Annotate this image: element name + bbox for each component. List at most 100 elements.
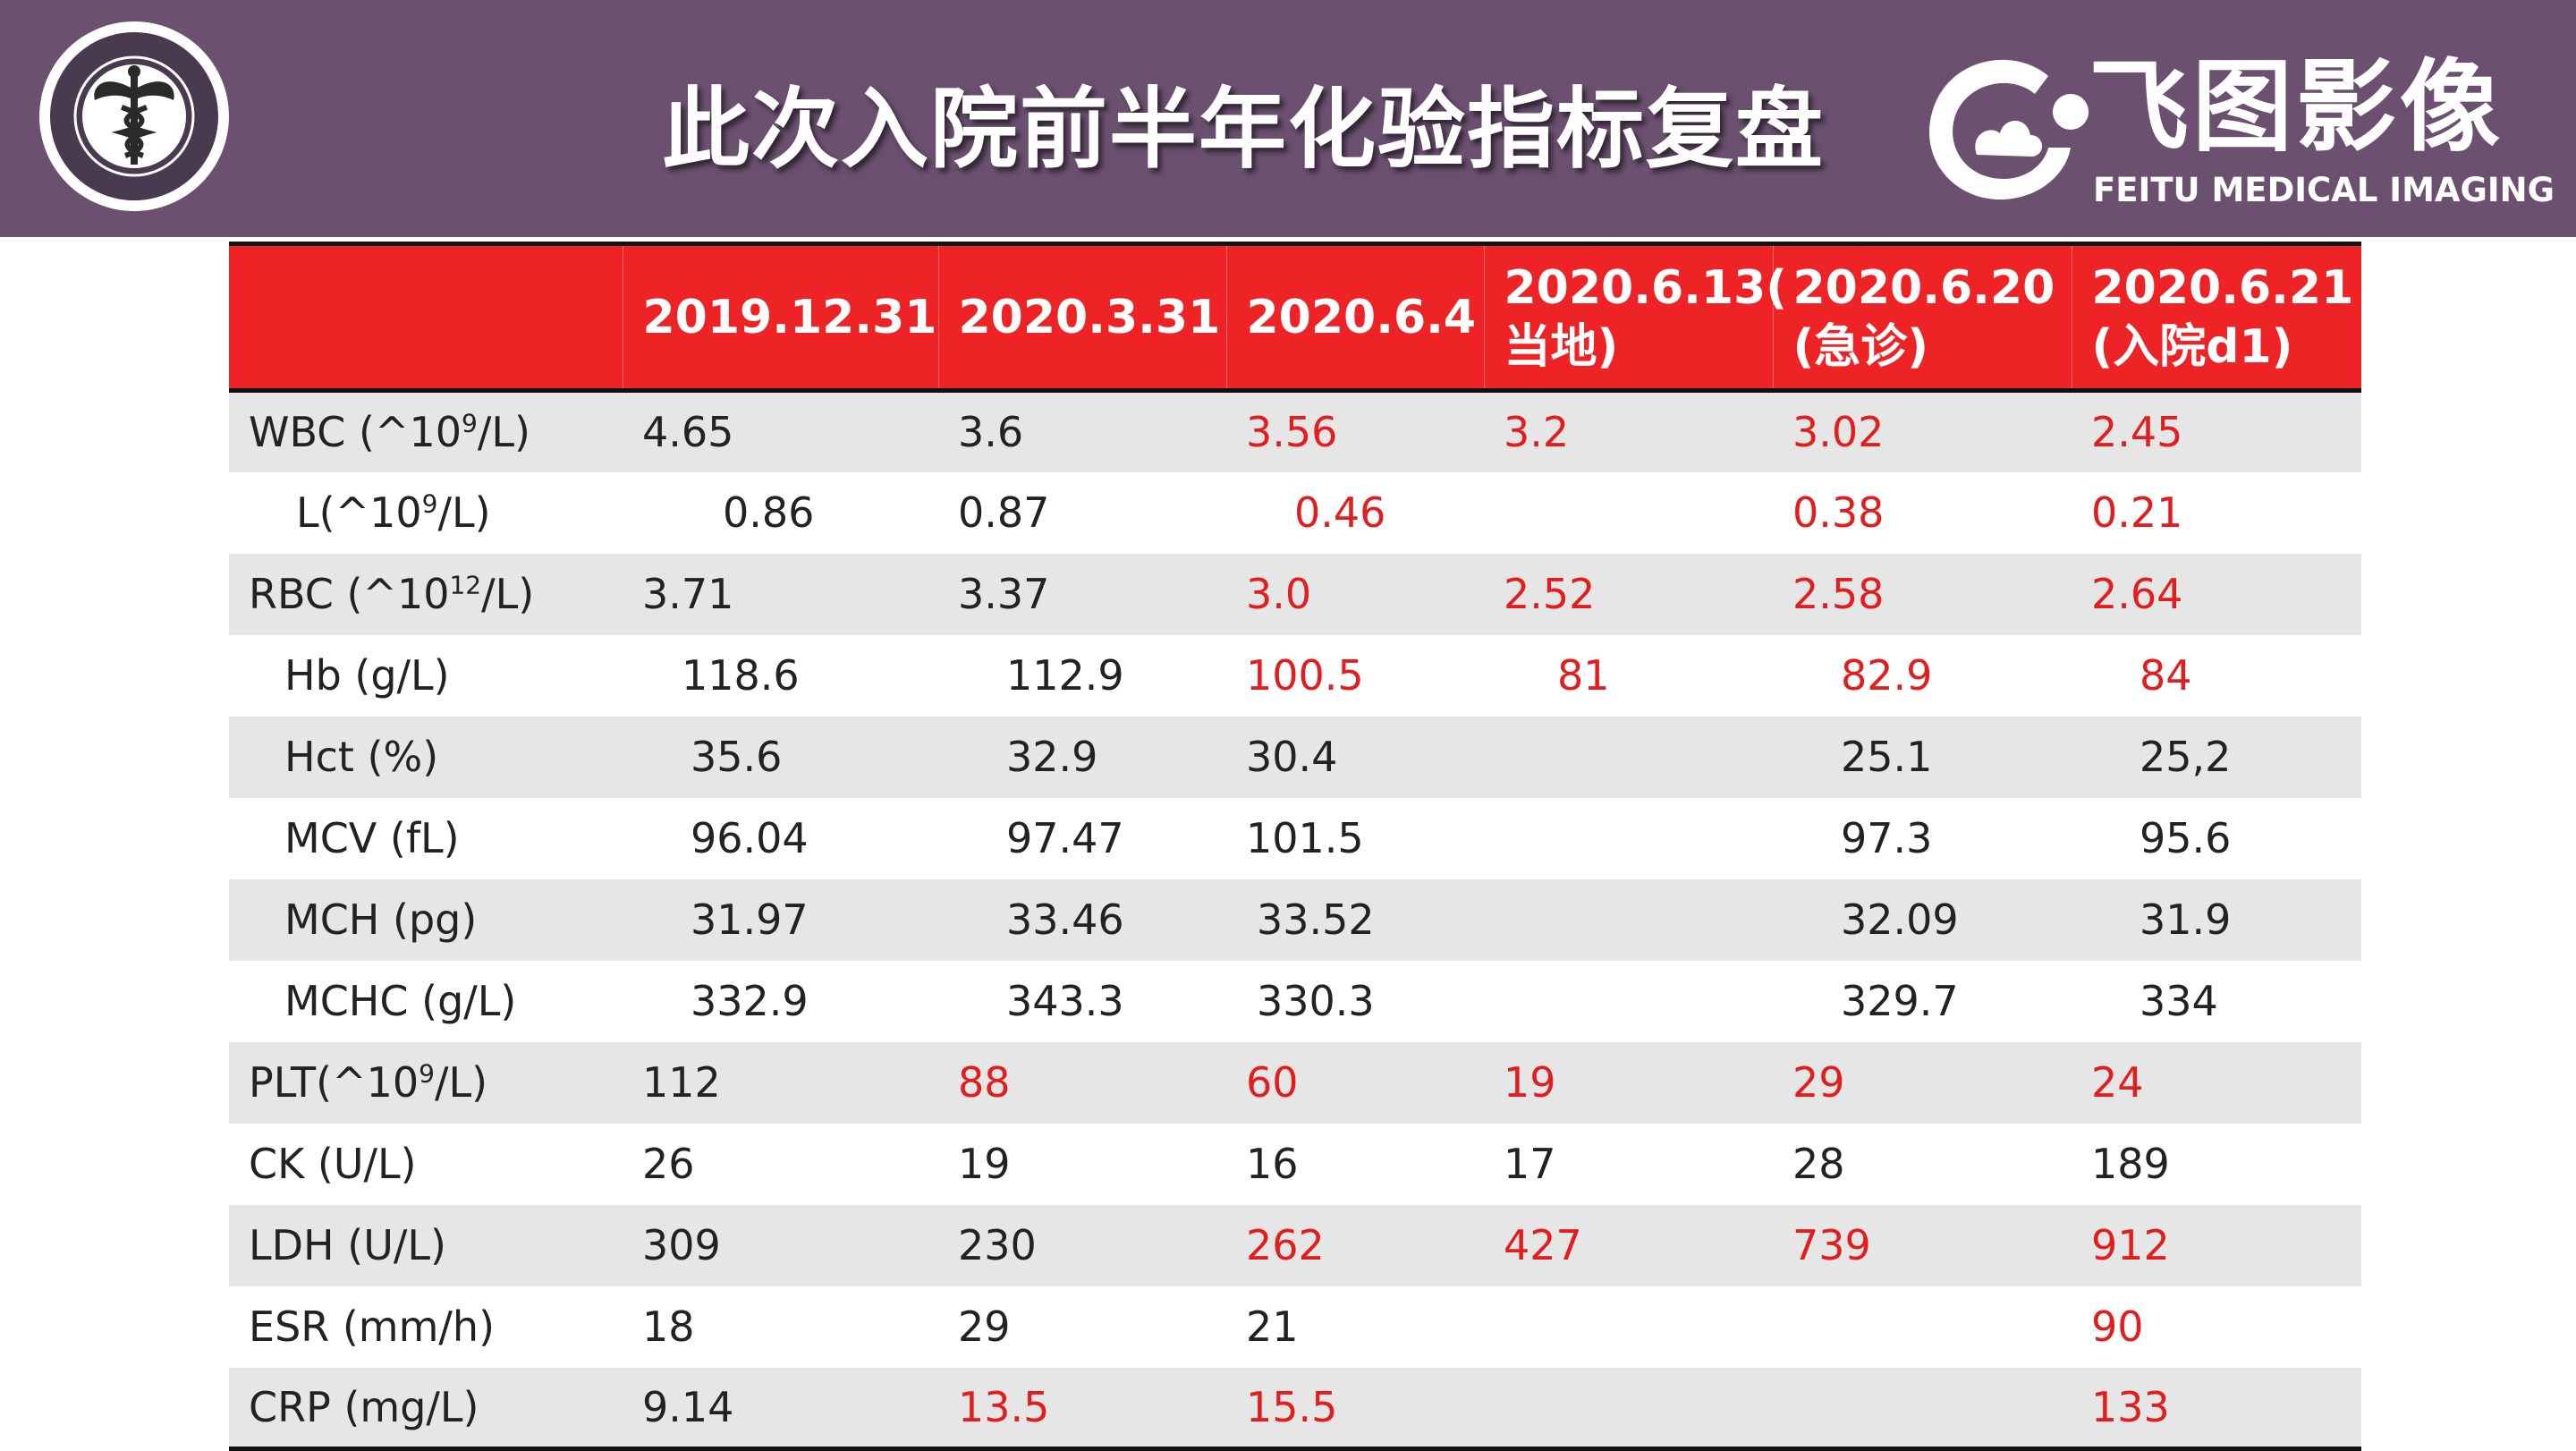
row-label-text: Hct (%): [284, 733, 439, 781]
table-cell-value: 343.3: [1006, 977, 1124, 1025]
table-row: CK (U/L) 26 19 16 17 28 189: [229, 1123, 2361, 1205]
table-cell-value: 118.6: [682, 651, 800, 700]
table-cell-value: 2.52: [1504, 570, 1596, 618]
table-cell-value: 3.02: [1792, 408, 1885, 457]
table-row: MCH (pg) 31.97 33.46 33.52 32.09 31.9: [229, 878, 2361, 961]
row-label: MCV (fL): [229, 798, 623, 879]
row-label: L(^109/L): [229, 472, 623, 554]
table-cell-value: 25,2: [2140, 733, 2232, 781]
caduceus-seal-icon: [39, 21, 229, 211]
table-row: WBC (^109/L) 4.65 3.6 3.56 3.2 3.02 2.45: [229, 390, 2361, 472]
row-label-text: MCH (pg): [284, 895, 478, 944]
feitu-cloud-logo-icon: [1928, 59, 2089, 200]
table-cell-value: [1484, 798, 1773, 879]
table-cell-value: 24: [2091, 1058, 2144, 1107]
row-label-exponent: 9: [421, 488, 438, 519]
table-row: Hb (g/L) 118.6 112.9 100.5 81 82.9 84: [229, 634, 2361, 717]
table-cell-value: 112: [642, 1058, 721, 1107]
row-label-unit: /L): [477, 408, 530, 457]
table-cell-value: 334: [2140, 977, 2218, 1025]
table-cell-value: 329.7: [1841, 977, 1959, 1025]
table-cell-value: 13.5: [958, 1382, 1050, 1431]
table-cell-value: 35.6: [691, 733, 783, 781]
table-cell-value: 739: [1792, 1221, 1871, 1269]
table-row: L(^109/L) 0.86 0.87 0.46 0.38 0.21: [229, 471, 2361, 554]
table-cell-value: [1484, 1368, 1773, 1449]
row-label: Hb (g/L): [229, 635, 623, 717]
table-cell-value: 16: [1246, 1140, 1299, 1188]
table-cell-value: 2.45: [2091, 408, 2183, 457]
table-cell-value: 15.5: [1246, 1382, 1338, 1431]
row-label: CRP (mg/L): [229, 1368, 623, 1449]
table-cell-value: 3.6: [958, 408, 1024, 457]
table-cell-value: 33.46: [1006, 895, 1124, 944]
table-cell-value: 33.52: [1257, 895, 1375, 944]
column-header-date-text: 2020.6.13(: [1504, 260, 1788, 315]
row-label-text: CK (U/L): [249, 1140, 417, 1188]
table-cell-value: [1484, 472, 1773, 554]
table-cell-value: 97.3: [1841, 814, 1933, 862]
table-cell-value: 4.65: [642, 408, 734, 457]
table-row: Hct (%) 35.6 32.9 30.4 25.1 25,2: [229, 716, 2361, 798]
table-cell-value: 19: [1504, 1058, 1556, 1107]
table-cell-value: 97.47: [1006, 814, 1124, 862]
table-cell-value: 32.9: [1006, 733, 1098, 781]
table-cell-value: 189: [2091, 1140, 2170, 1188]
table-cell-value: 0.38: [1792, 488, 1885, 537]
column-header-date: 2020.6.20 (急诊): [1772, 243, 2072, 391]
row-label-exponent: 9: [419, 1058, 435, 1089]
table-row: RBC (^1012/L) 3.71 3.37 3.0 2.52 2.58 2.64: [229, 553, 2361, 635]
row-label-text: Hb (g/L): [284, 651, 450, 700]
table-cell-value: 3.37: [958, 570, 1050, 618]
table-cell-value: 31.97: [691, 895, 809, 944]
row-label: WBC (^109/L): [229, 391, 623, 472]
table-cell-value: 17: [1504, 1140, 1556, 1188]
table-cell-value: 0.87: [958, 488, 1050, 537]
row-label-exponent: 12: [449, 570, 482, 600]
row-label: MCH (pg): [229, 879, 623, 961]
column-header-date-text: 2020.6.20: [1792, 260, 2055, 315]
table-cell-value: 2.58: [1792, 570, 1885, 618]
row-label-exponent: 9: [462, 408, 478, 438]
table-cell-value: 3.2: [1504, 408, 1570, 457]
table-cell-value: 2.64: [2091, 570, 2183, 618]
table-row: ESR (mm/h) 18 29 21 90: [229, 1286, 2361, 1368]
table-cell-value: 21: [1246, 1303, 1299, 1351]
table-cell-value: 262: [1246, 1221, 1325, 1269]
table-cell-value: [1484, 1286, 1773, 1368]
row-label-text: CRP (mg/L): [249, 1382, 479, 1431]
table-cell-value: 0.46: [1294, 488, 1386, 537]
table-cell-value: [1484, 879, 1773, 961]
table-row: PLT(^109/L) 112 88 60 19 29 24: [229, 1041, 2361, 1124]
table-cell-value: 19: [958, 1140, 1011, 1188]
table-cell-value: 90: [2091, 1303, 2144, 1351]
table-cell-value: 133: [2091, 1382, 2170, 1431]
row-label: PLT(^109/L): [229, 1042, 623, 1124]
table-cell-value: 112.9: [1006, 651, 1124, 700]
table-cell-value: 28: [1792, 1140, 1845, 1188]
table-cell-value: 82.9: [1841, 651, 1933, 700]
row-label: CK (U/L): [229, 1124, 623, 1205]
table-cell-value: 84: [2140, 651, 2192, 700]
table-row: CRP (mg/L) 9.14 13.5 15.5 133: [229, 1367, 2361, 1449]
table-cell-value: 101.5: [1246, 814, 1364, 862]
row-label-text: WBC (^10: [249, 408, 462, 457]
table-cell-value: 29: [958, 1303, 1011, 1351]
table-cell-value: [1484, 961, 1773, 1042]
column-header-note-text: (入院d1): [2091, 319, 2293, 374]
table-row: MCHC (g/L) 332.9 343.3 330.3 329.7 334: [229, 960, 2361, 1042]
column-header-date: 2020.6.13(当地): [1483, 243, 1788, 391]
column-header-date: 2019.12.31: [622, 243, 938, 391]
table-row: MCV (fL) 96.04 97.47 101.5 97.3 95.6: [229, 797, 2361, 879]
table-cell-value: 95.6: [2140, 814, 2232, 862]
table-cell-value: 0.86: [723, 488, 815, 537]
table-cell-value: [1484, 717, 1773, 798]
table-cell-value: 81: [1557, 651, 1610, 700]
row-label-text: RBC (^10: [249, 570, 450, 618]
column-header-blank: [229, 244, 623, 391]
table-cell-value: 18: [642, 1303, 695, 1351]
column-header-date: 2020.6.4: [1225, 243, 1484, 391]
column-header-date-text: 2020.6.21: [2091, 260, 2354, 315]
lab-results-table: 2019.12.31 2020.3.31 2020.6.4 2020.6.13(当地)…: [229, 242, 2361, 1451]
table-header: 2019.12.31 2020.3.31 2020.6.4 2020.6.13(当地)…: [229, 243, 2361, 391]
